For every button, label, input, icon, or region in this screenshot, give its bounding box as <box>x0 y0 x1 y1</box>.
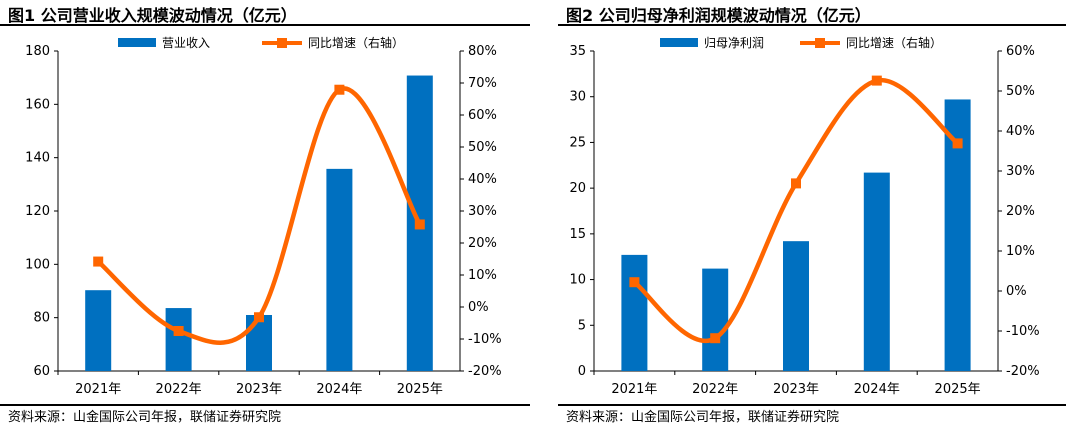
right-tick-label: 10% <box>1006 244 1035 259</box>
right-tick-label: 30% <box>1006 164 1035 179</box>
right-tick-label: 20% <box>1006 204 1035 219</box>
bar-2023年 <box>246 315 272 371</box>
left-tick-label: 25 <box>569 135 586 150</box>
left-tick-label: 140 <box>25 151 50 166</box>
left-tick-label: 35 <box>569 44 586 59</box>
bar-2021年 <box>85 290 112 371</box>
right-tick-label: 40% <box>1006 124 1035 139</box>
x-tick-label: 2025年 <box>935 382 981 397</box>
legend-line-marker <box>815 38 825 48</box>
growth-point-2025年 <box>414 219 425 230</box>
legend-line-label: 同比增速（右轴） <box>846 35 942 50</box>
growth-point-2024年 <box>871 75 882 86</box>
growth-line <box>96 86 422 345</box>
right-tick-label: 80% <box>468 44 497 59</box>
legend-bar-swatch <box>118 38 156 47</box>
growth-point-2021年 <box>93 256 104 267</box>
x-tick-label: 2023年 <box>773 382 819 397</box>
left-tick-label: 30 <box>569 90 586 105</box>
left-tick-label: 180 <box>25 44 50 59</box>
growth-point-2024年 <box>334 84 345 95</box>
right-tick-label: 60% <box>468 108 497 123</box>
x-tick-label: 2025年 <box>397 382 443 397</box>
x-tick-label: 2021年 <box>75 382 121 397</box>
bar-2022年 <box>165 308 192 371</box>
right-tick-label: 20% <box>468 236 497 251</box>
growth-point-2025年 <box>952 138 963 149</box>
x-tick-label: 2024年 <box>854 382 900 397</box>
left-tick-label: 10 <box>569 273 586 288</box>
left-tick-label: 120 <box>25 204 50 219</box>
revenue-chart: 60 80 100 120 140 160 180 -20% -10% 0% 10% 20% 30% 40… <box>25 35 502 397</box>
x-tick-label: 2022年 <box>692 382 738 397</box>
left-tick-label: 5 <box>578 318 586 333</box>
right-tick-label: 50% <box>1006 84 1035 99</box>
bar-2022年 <box>702 268 729 371</box>
legend-bar-label: 归母净利润 <box>704 36 764 50</box>
source-note: 资料来源：山金国际公司年报，联储证券研究院 <box>566 410 840 425</box>
net-profit-chart: 0 5 10 15 20 25 30 35 -20% -10% 0% 10% 20% 30% 40% 50% 6… <box>569 35 1040 397</box>
title-rule <box>0 24 530 26</box>
chart-title: 图2 公司归母净利润规模波动情况（亿元） <box>566 6 871 25</box>
left-tick-label: 100 <box>25 257 50 272</box>
source-rule <box>0 404 530 406</box>
left-tick-label: 160 <box>25 97 50 112</box>
growth-line <box>632 78 960 343</box>
left-tick-label: 0 <box>578 364 586 379</box>
right-tick-label: -20% <box>468 364 502 379</box>
growth-point-2021年 <box>629 277 640 288</box>
x-tick-label: 2023年 <box>236 382 282 397</box>
x-tick-label: 2021年 <box>611 382 657 397</box>
legend-bar-label: 营业收入 <box>162 36 210 50</box>
growth-point-2023年 <box>254 312 264 323</box>
right-tick-label: 30% <box>468 204 497 219</box>
left-tick-label: 80 <box>33 311 50 326</box>
right-tick-label: -10% <box>1006 324 1040 339</box>
right-tick-label: 0% <box>1006 284 1027 299</box>
bar-2024年 <box>326 168 353 371</box>
legend-bar-swatch <box>660 38 698 47</box>
left-tick-label: 20 <box>569 181 586 196</box>
growth-point-2022年 <box>173 326 184 336</box>
x-tick-label: 2022年 <box>156 382 202 397</box>
chart-panel-revenue: 图1 公司营业收入规模波动情况（亿元） 60 80 100 120 140 160 180 -… <box>0 0 530 429</box>
bar-2024年 <box>863 172 890 371</box>
bar-2023年 <box>783 241 809 371</box>
left-tick-label: 15 <box>569 227 586 242</box>
growth-point-2023年 <box>791 178 801 189</box>
right-tick-label: 10% <box>468 268 497 283</box>
right-tick-label: 0% <box>468 300 489 315</box>
chart-title: 图1 公司营业收入规模波动情况（亿元） <box>8 6 297 25</box>
right-tick-label: 70% <box>468 76 497 91</box>
growth-point-2022年 <box>710 333 721 344</box>
source-note: 资料来源：山金国际公司年报，联储证券研究院 <box>8 410 282 425</box>
bar-2021年 <box>621 254 648 371</box>
right-tick-label: -10% <box>468 332 502 347</box>
chart-panel-net-profit: 图2 公司归母净利润规模波动情况（亿元） 0 5 10 15 20 25 30 35 -20% -… <box>558 0 1066 429</box>
legend-line-marker <box>277 38 287 48</box>
source-rule <box>558 404 1066 406</box>
right-tick-label: 40% <box>468 172 497 187</box>
x-tick-label: 2024年 <box>316 382 362 397</box>
right-tick-label: -20% <box>1006 364 1040 379</box>
right-tick-label: 50% <box>468 140 497 155</box>
left-tick-label: 60 <box>33 364 50 379</box>
right-tick-label: 60% <box>1006 44 1035 59</box>
legend-line-label: 同比增速（右轴） <box>308 35 404 50</box>
title-rule <box>558 24 1066 26</box>
